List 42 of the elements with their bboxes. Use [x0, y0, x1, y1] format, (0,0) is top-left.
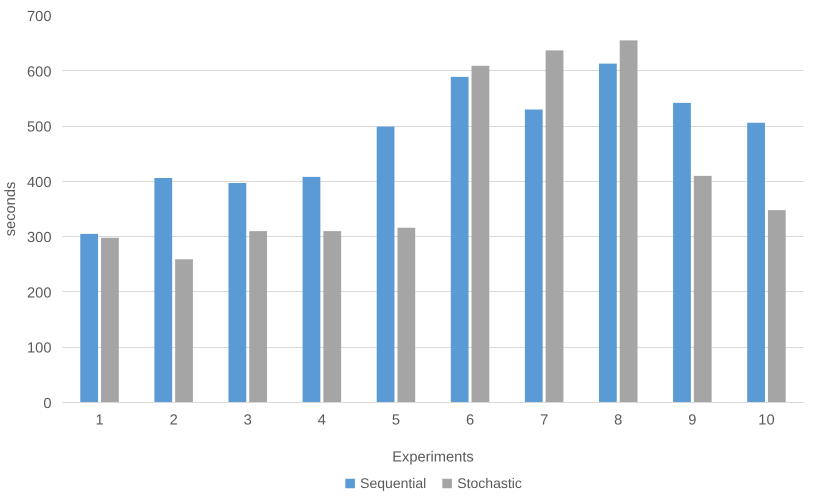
- legend-label: Sequential: [360, 475, 426, 491]
- bar: [768, 210, 786, 402]
- bar: [80, 234, 98, 402]
- x-tick-label: 7: [540, 412, 548, 428]
- bar: [228, 183, 246, 402]
- y-tick-label: 100: [27, 340, 52, 357]
- y-tick-label: 400: [27, 174, 52, 191]
- bar: [175, 259, 193, 402]
- x-tick-label: 6: [466, 412, 474, 428]
- bar: [673, 102, 691, 402]
- bar: [101, 238, 119, 402]
- x-tick-label: 5: [392, 412, 400, 428]
- y-axis-title: seconds: [3, 182, 20, 236]
- bar: [376, 126, 394, 402]
- x-tick-label: 8: [614, 412, 622, 428]
- x-tick-label: 9: [688, 412, 696, 428]
- legend-label: Stochastic: [457, 475, 522, 491]
- y-tick-label: 200: [27, 285, 52, 302]
- x-tick-label: 4: [318, 412, 326, 428]
- x-tick-label: 10: [758, 412, 775, 428]
- x-tick-label: 1: [95, 412, 104, 428]
- bar: [620, 40, 638, 402]
- bar: [397, 228, 416, 402]
- y-tick-label: 700: [27, 9, 52, 25]
- y-tick-label: 0: [43, 396, 52, 412]
- bar: [323, 231, 342, 402]
- bar: [546, 50, 564, 402]
- bar: [302, 176, 320, 402]
- bar: [598, 64, 617, 402]
- bar: [154, 178, 172, 402]
- bar: [524, 109, 543, 402]
- bar: [450, 76, 469, 402]
- y-tick-label: 300: [27, 230, 52, 246]
- bar: [747, 122, 765, 402]
- x-axis-title: Experiments: [392, 450, 474, 466]
- y-tick-label: 600: [27, 64, 52, 80]
- y-tick-label: 500: [27, 120, 52, 136]
- x-tick-label: 2: [170, 412, 178, 428]
- bar: [694, 176, 712, 402]
- bar: [472, 66, 490, 402]
- x-tick-label: 3: [244, 412, 252, 428]
- bar: [249, 231, 268, 402]
